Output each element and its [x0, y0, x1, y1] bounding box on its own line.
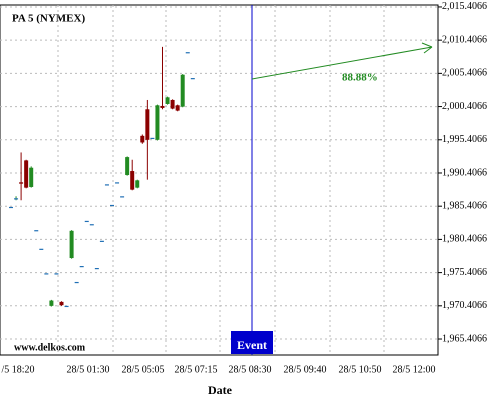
event-box [231, 331, 273, 354]
candle-body [69, 230, 74, 259]
candle-body [99, 240, 104, 242]
candle-body [9, 206, 13, 209]
y-tick-label: 2,000.4066 [442, 101, 487, 112]
candle-body [14, 198, 19, 200]
candle-body [110, 204, 114, 207]
event-label: Event [237, 338, 267, 352]
candle-body [29, 167, 34, 187]
candle-body [54, 273, 59, 275]
x-tick-label: 28/5 08:30 [228, 364, 271, 375]
y-tick-label: 1,975.4066 [442, 267, 487, 278]
candle-body [39, 248, 44, 250]
chart-title: PA 5 (NYMEX) [12, 13, 85, 25]
candle-body [180, 74, 185, 107]
y-tick-label: 1,995.4066 [442, 134, 487, 145]
x-tick-label: 28/5 12:00 [392, 364, 435, 375]
candle-body [19, 182, 24, 184]
arrow-head [421, 42, 433, 54]
candle-body [185, 52, 190, 54]
candle-body [59, 301, 64, 306]
candle-body [170, 99, 175, 109]
x-tick-label: 28/5 10:50 [338, 364, 381, 375]
candle-body [190, 78, 195, 80]
candle-body [84, 220, 89, 223]
candle-body [135, 180, 140, 188]
candle-body [175, 105, 180, 111]
candle-body [140, 135, 145, 143]
y-tick-label: 1,970.4066 [442, 300, 487, 311]
arrow-label: 88.88% [342, 72, 378, 84]
x-tick-label: 28/5 09:40 [283, 364, 326, 375]
candle-body [49, 300, 54, 306]
candle-body [160, 105, 165, 108]
candle-body [130, 171, 135, 190]
y-tick-label: 2,005.4066 [442, 68, 487, 79]
candle-body [64, 305, 69, 308]
y-tick-label: 1,985.4066 [442, 200, 487, 211]
y-tick-label: 1,965.4066 [442, 333, 487, 344]
y-tick-label: 2,015.4066 [442, 1, 487, 12]
candle-body [155, 105, 160, 140]
candle-body [104, 184, 109, 186]
candle-body [89, 224, 94, 226]
x-axis-label: Date [208, 383, 233, 397]
y-tick-label: 1,980.4066 [442, 234, 487, 245]
candle-body [165, 97, 170, 104]
x-tick-label: 28/5 07:15 [174, 364, 217, 375]
x-tick-label: 28/5 05:05 [121, 364, 164, 375]
candle-body [34, 230, 39, 232]
arrow-line [251, 46, 433, 80]
candle-body [145, 109, 150, 140]
y-tick-label: 2,010.4066 [442, 34, 487, 45]
candle-body [24, 160, 29, 188]
x-tick-label: /5 18:20 [1, 364, 34, 375]
x-tick-label: 28/5 01:30 [66, 364, 109, 375]
candle-body [115, 182, 120, 184]
candle-body [150, 137, 155, 140]
candle-body [125, 157, 130, 176]
candle-body [120, 196, 125, 198]
candle-body [79, 266, 84, 268]
candle-body [74, 281, 79, 284]
candle-body [44, 273, 49, 275]
candle-body [94, 267, 99, 270]
plot-frame [0, 4, 439, 356]
y-tick-label: 1,990.4066 [442, 167, 487, 178]
watermark: www.delkos.com [14, 342, 86, 353]
